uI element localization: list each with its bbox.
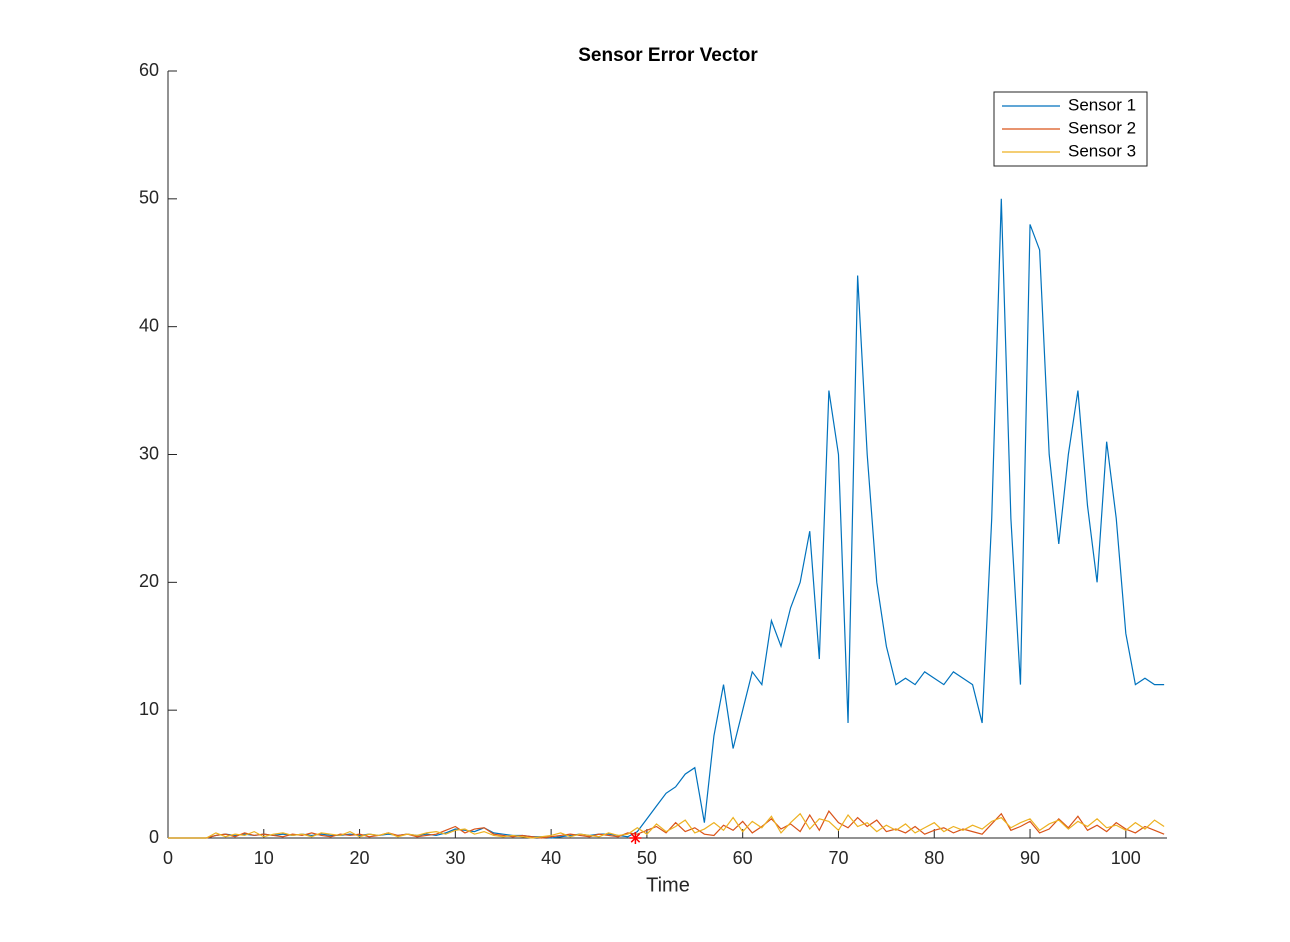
x-tick-label: 80 bbox=[924, 848, 944, 868]
series-line bbox=[168, 810, 1165, 839]
y-tick-label: 40 bbox=[139, 315, 159, 335]
legend-label: Sensor 3 bbox=[1068, 141, 1136, 160]
legend-label: Sensor 2 bbox=[1068, 118, 1136, 137]
x-tick-label: 30 bbox=[445, 848, 465, 868]
x-tick-label: 70 bbox=[828, 848, 848, 868]
marker-stroke bbox=[630, 833, 641, 843]
x-tick-label: 100 bbox=[1111, 848, 1141, 868]
y-tick-label: 60 bbox=[139, 60, 159, 80]
y-tick-label: 20 bbox=[139, 571, 159, 591]
x-tick-label: 50 bbox=[637, 848, 657, 868]
x-tick-label: 60 bbox=[733, 848, 753, 868]
chart-title: Sensor Error Vector bbox=[578, 45, 758, 66]
x-tick-label: 10 bbox=[254, 848, 274, 868]
y-tick-label: 50 bbox=[139, 188, 159, 208]
legend-label: Sensor 1 bbox=[1068, 95, 1136, 114]
marker bbox=[629, 832, 642, 844]
y-tick-label: 10 bbox=[139, 699, 159, 719]
x-axis-label: Time bbox=[646, 874, 690, 896]
y-tick-label: 0 bbox=[149, 827, 159, 847]
x-tick-label: 20 bbox=[350, 848, 370, 868]
x-tick-label: 90 bbox=[1020, 848, 1040, 868]
series-line bbox=[168, 812, 1165, 839]
x-tick-label: 40 bbox=[541, 848, 561, 868]
x-tick-label: 0 bbox=[163, 848, 173, 868]
y-tick-label: 30 bbox=[139, 443, 159, 463]
